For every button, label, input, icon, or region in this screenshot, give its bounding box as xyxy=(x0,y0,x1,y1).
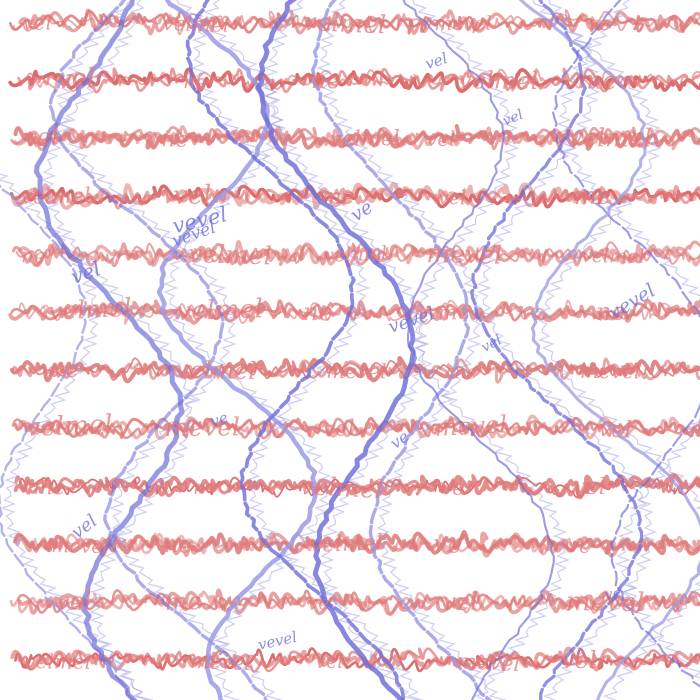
red-text-fragment: vel xyxy=(56,63,96,95)
red-text-fragment: velmel xyxy=(188,239,272,270)
blue-text-fragment: vel xyxy=(423,49,450,73)
red-text-fragment: ne xyxy=(161,127,189,153)
red-text-fragment: velmel xyxy=(299,471,384,504)
red-text-fragment: me xyxy=(578,65,617,95)
red-text-fragment: ve xyxy=(588,11,611,35)
red-text-fragment: vel xyxy=(438,187,466,209)
red-text-fragment: velmel xyxy=(176,294,264,327)
red-text-fragment: velmel xyxy=(323,243,387,267)
red-text-fragment: vel xyxy=(426,127,456,151)
red-text-fragment: mevel xyxy=(164,412,240,442)
red-text-fragment: velmel xyxy=(302,7,387,39)
red-text-fragment: vel xyxy=(442,588,478,616)
red-text-fragment: velmel xyxy=(48,293,133,326)
red-text-fragment: velmel xyxy=(581,245,645,268)
red-text-fragment: velmel xyxy=(330,126,400,151)
red-text-fragment: ne xyxy=(164,533,192,559)
red-text-fragment: me xyxy=(448,361,478,383)
red-text-fragment: ve xyxy=(439,475,466,501)
red-text-fragment: velmel xyxy=(458,66,538,95)
red-text-fragment: ne xyxy=(192,476,217,499)
blue-text-fragment: ve xyxy=(603,585,622,604)
red-text-fragment: me xyxy=(164,587,202,616)
red-text-fragment: vel xyxy=(561,646,597,674)
red-text-fragment: velmel xyxy=(176,356,256,385)
red-text-fragment: vel xyxy=(23,122,60,152)
red-text-fragment: velmel xyxy=(20,183,91,209)
red-text-fragment: velmel xyxy=(162,11,229,37)
red-text-fragment: ne xyxy=(311,66,341,94)
red-text-fragment: me xyxy=(437,300,470,325)
red-text-fragment: ne xyxy=(303,298,333,326)
red-text-fragment: velmel xyxy=(309,530,383,558)
red-text-fragment: ve xyxy=(567,533,591,558)
red-text-fragment: velmel xyxy=(24,649,91,674)
red-text-fragment: mevel xyxy=(426,239,502,270)
red-text-fragment: me xyxy=(33,475,65,499)
text-fragment-layer: vel velmel velmel mevel vevel ne ne velmel mevel… xyxy=(20,7,659,676)
red-text-fragment: ne xyxy=(183,71,207,93)
red-text-fragment: velmel xyxy=(25,410,113,443)
red-text-fragment: mevel xyxy=(326,359,386,383)
blue-text-fragment: vevel xyxy=(256,628,299,654)
red-text-fragment: ne xyxy=(21,243,47,268)
red-text-fragment: ve xyxy=(307,592,330,615)
red-text-fragment: ve xyxy=(433,529,463,559)
blue-text-fragment: vel xyxy=(500,107,525,130)
red-text-fragment: velmel xyxy=(568,123,652,153)
red-text-fragment: mevel xyxy=(190,649,251,675)
red-text-fragment: vel xyxy=(22,10,52,35)
red-text-fragment: vel xyxy=(573,475,605,500)
red-text-fragment: ve xyxy=(52,357,80,384)
red-text-fragment: vel xyxy=(315,651,343,673)
red-text-fragment: vel xyxy=(322,416,355,442)
red-text-fragment: vel xyxy=(598,416,633,444)
red-text-fragment: mevel xyxy=(434,13,491,35)
red-text-fragment: vel xyxy=(56,587,92,616)
red-text-fragment: mevel xyxy=(580,359,640,383)
red-text-fragment: mevel xyxy=(456,649,520,676)
red-text-fragment: mevel xyxy=(434,410,508,442)
red-scribble-layer xyxy=(10,10,700,672)
red-text-fragment: me xyxy=(574,182,611,210)
